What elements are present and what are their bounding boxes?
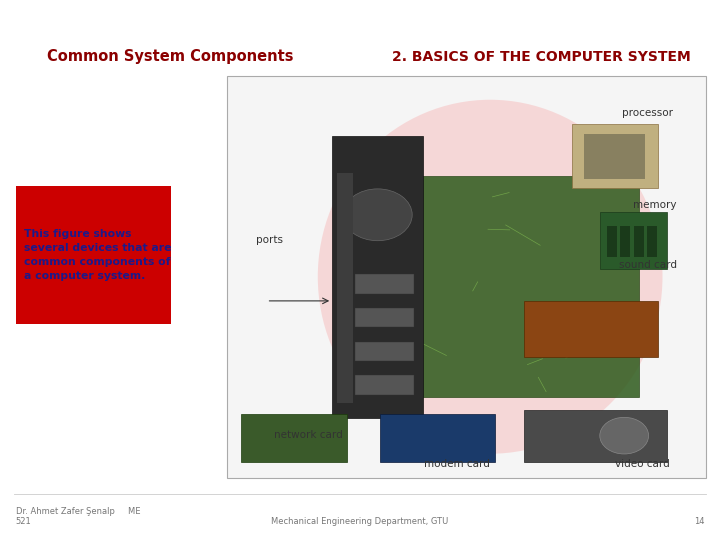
Text: network card: network card <box>274 430 342 440</box>
Text: modem card: modem card <box>424 460 490 469</box>
FancyBboxPatch shape <box>600 212 667 269</box>
FancyBboxPatch shape <box>572 124 658 188</box>
FancyBboxPatch shape <box>355 341 414 361</box>
FancyBboxPatch shape <box>523 409 667 462</box>
Circle shape <box>600 417 649 454</box>
FancyBboxPatch shape <box>337 173 353 403</box>
FancyBboxPatch shape <box>227 76 706 478</box>
FancyBboxPatch shape <box>399 176 639 397</box>
Text: Mechanical Engineering Department, GTU: Mechanical Engineering Department, GTU <box>271 517 449 526</box>
FancyBboxPatch shape <box>380 414 495 462</box>
Text: sound card: sound card <box>618 260 677 269</box>
FancyBboxPatch shape <box>634 226 644 258</box>
Text: This figure shows
several devices that are
common components of
a computer syste: This figure shows several devices that a… <box>24 229 172 281</box>
Text: processor: processor <box>622 109 673 118</box>
Text: 14: 14 <box>693 517 704 526</box>
FancyBboxPatch shape <box>621 226 631 258</box>
FancyBboxPatch shape <box>16 186 171 324</box>
Text: Common System Components: Common System Components <box>47 49 293 64</box>
Text: memory: memory <box>634 200 677 210</box>
FancyBboxPatch shape <box>332 136 423 417</box>
FancyBboxPatch shape <box>355 274 414 294</box>
FancyBboxPatch shape <box>585 133 645 179</box>
Text: Dr. Ahmet Zafer Şenalp     ME
521: Dr. Ahmet Zafer Şenalp ME 521 <box>16 507 140 526</box>
FancyBboxPatch shape <box>523 301 658 357</box>
Text: ports: ports <box>256 235 283 245</box>
Text: 2. BASICS OF THE COMPUTER SYSTEM: 2. BASICS OF THE COMPUTER SYSTEM <box>392 50 691 64</box>
Ellipse shape <box>318 100 662 454</box>
FancyBboxPatch shape <box>355 375 414 395</box>
FancyBboxPatch shape <box>241 414 346 462</box>
FancyBboxPatch shape <box>647 226 657 258</box>
FancyBboxPatch shape <box>355 308 414 327</box>
Circle shape <box>343 189 412 241</box>
FancyBboxPatch shape <box>607 226 617 258</box>
Text: video card: video card <box>615 460 670 469</box>
